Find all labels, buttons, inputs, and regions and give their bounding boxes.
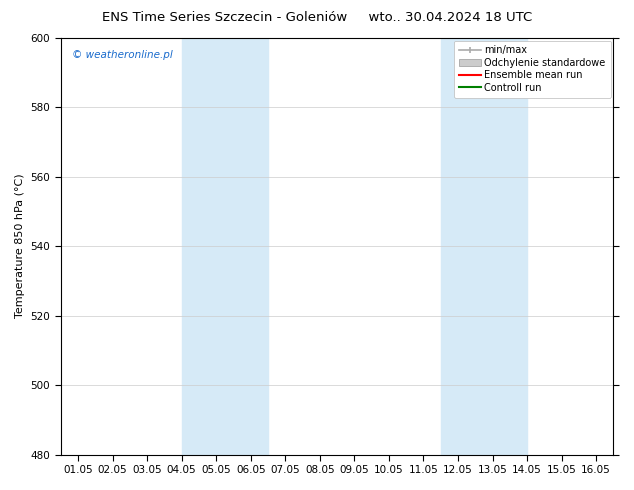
Text: ENS Time Series Szczecin - Goleniów     wto.. 30.04.2024 18 UTC: ENS Time Series Szczecin - Goleniów wto.… [102,11,532,24]
Legend: min/max, Odchylenie standardowe, Ensemble mean run, Controll run: min/max, Odchylenie standardowe, Ensembl… [455,41,611,98]
Bar [181,38,268,455]
Bar [441,38,527,455]
Text: © weatheronline.pl: © weatheronline.pl [72,50,172,60]
Y-axis label: Temperature 850 hPa (°C): Temperature 850 hPa (°C) [15,174,25,318]
